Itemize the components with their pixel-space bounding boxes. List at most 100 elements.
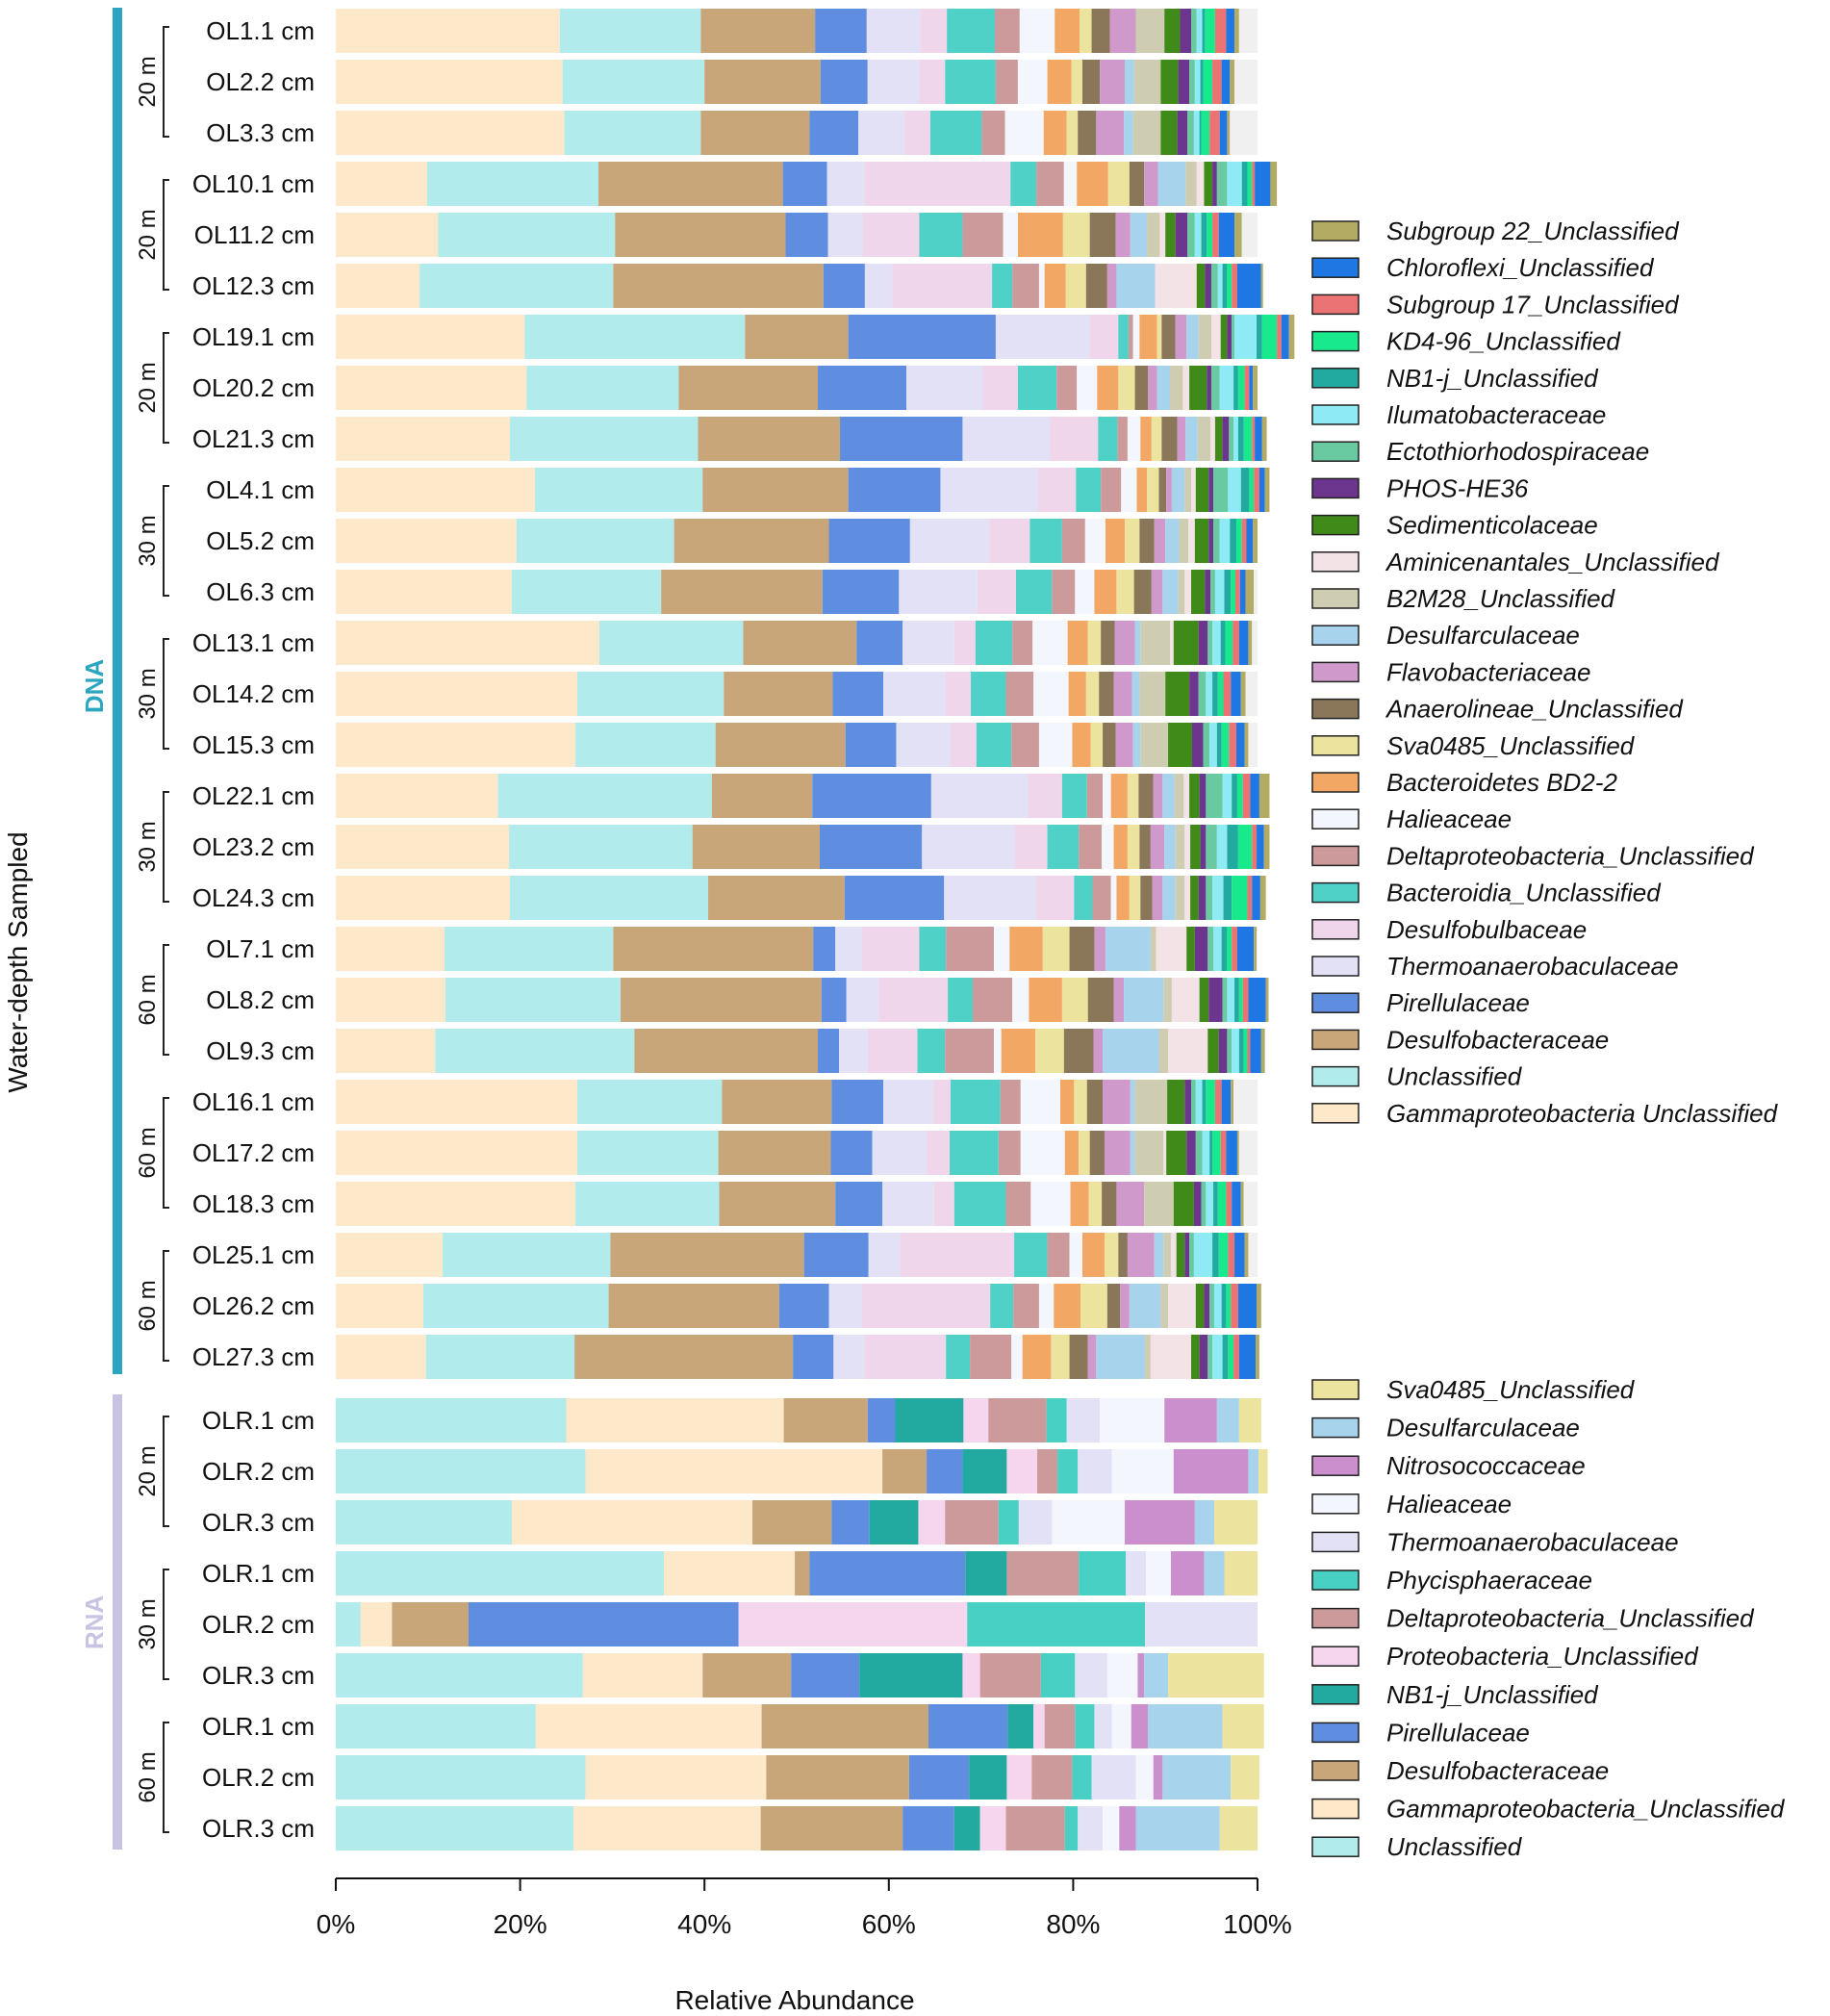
- dna-bar-ol2-2-cm-ilumatobacteraceae: [1194, 60, 1201, 104]
- dna-bar-ol25-1-cm-desulfobulbaceae: [900, 1233, 1015, 1277]
- dna-bar-ol17-2-cm-unclassified: [577, 1131, 719, 1175]
- dna-bar-ol14-2-cm-desulfarculaceae: [1131, 672, 1140, 716]
- dna-bar-ol10-1-cm-subgroup-22-unclassified: [1270, 162, 1278, 206]
- dna-bar-ol9-3-cm-desulfarculaceae: [1103, 1029, 1159, 1073]
- dna-row-label: OL15.3 cm: [192, 730, 315, 759]
- dna-bar-ol26-2-cm-anaerolineae-unclassified: [1106, 1284, 1121, 1328]
- dna-bar-ol27-3-cm-aminicenantales-unclassified: [1150, 1335, 1192, 1379]
- x-tick-label: 40%: [677, 1909, 731, 1939]
- dna-bar-ol11-2-cm-bacteroidia-unclassified: [919, 213, 963, 257]
- x-tick-label: 60%: [862, 1909, 916, 1939]
- dna-bar-ol3-3-cm-chloroflexi-unclassified: [1219, 111, 1228, 155]
- rna-legend-label: Deltaproteobacteria_Unclassified: [1386, 1604, 1755, 1633]
- rna-bar-olr-1-cm-desulfarculaceae: [1216, 1398, 1239, 1442]
- rna-bar-olr-2-cm-sva0485-unclassified: [1258, 1449, 1268, 1493]
- rna-bar-olr-3-cm-thermoanaerobaculaceae: [1018, 1500, 1053, 1544]
- dna-bar-ol7-1-cm-deltaproteobacteria-unclassified: [946, 927, 995, 971]
- dna-bar-ol14-2-cm-chloroflexi-unclassified: [1231, 672, 1241, 716]
- dna-bar-ol27-3-cm-flavobacteriaceae: [1087, 1335, 1097, 1379]
- dna-bar-ol23-2-cm-ectothiorhodospiraceae: [1206, 825, 1217, 869]
- dna-bar-ol2-2-cm-nb1-j-unclassified: [1200, 60, 1204, 104]
- rna-bar-olr-3-cm-sva0485-unclassified: [1219, 1806, 1258, 1850]
- dna-bar-ol7-1-cm-kd4-96-unclassified: [1227, 927, 1233, 971]
- dna-bar-ol17-2-cm-bacteroidetes-bd2-2: [1064, 1131, 1080, 1175]
- rna-legend-swatch-nb1-j-unclassified: [1311, 1684, 1360, 1705]
- dna-bar-ol22-1-cm-bacteroidia-unclassified: [1061, 774, 1087, 818]
- dna-group-depth-label: 30 m: [135, 668, 161, 719]
- dna-bar-ol6-3-cm-subgroup-22-unclassified: [1245, 570, 1255, 614]
- dna-bar-ol5-2-cm-kd4-96-unclassified: [1235, 519, 1242, 563]
- rna-bar-olr-3-cm-nb1-j-unclassified: [869, 1500, 919, 1544]
- x-tick-label: 20%: [494, 1909, 547, 1939]
- dna-bar-ol19-1-cm-subgroup-17-unclassified: [1277, 315, 1282, 359]
- dna-legend-label: Thermoanaerobaculaceae: [1386, 952, 1679, 981]
- dna-row-label: OL25.1 cm: [192, 1240, 315, 1269]
- dna-group-depth-label: 60 m: [135, 974, 161, 1025]
- dna-bar-ol2-2-cm-anaerolineae-unclassified: [1081, 60, 1101, 104]
- dna-bar-ol15-3-cm-b2m28-unclassified: [1140, 723, 1169, 767]
- dna-bar-ol14-2-cm-b2m28-unclassified: [1139, 672, 1166, 716]
- dna-bar-ol12-3-cm-unclassified: [419, 264, 614, 308]
- dna-legend-swatch-subgroup-22-unclassified: [1311, 220, 1360, 242]
- dna-bar-ol11-2-cm-aminicenantales-unclassified: [1159, 213, 1166, 257]
- rna-bar-olr-2-cm-deltaproteobacteria-unclassified: [1031, 1755, 1073, 1799]
- dna-bar-ol24-3-cm-kd4-96-unclassified: [1232, 876, 1248, 920]
- dna-bar-ol16-1-cm-halieaceae: [1020, 1080, 1060, 1124]
- dna-bar-ol19-1-cm-deltaproteobacteria-unclassified: [1128, 315, 1133, 359]
- dna-bar-ol9-3-cm-unclassified: [435, 1029, 635, 1073]
- rna-bar-olr-2-cm-proteobacteria-unclassified: [738, 1602, 968, 1646]
- dna-bar-ol26-2-cm-deltaproteobacteria-unclassified: [1013, 1284, 1039, 1328]
- dna-bar-ol25-1-cm-ectothiorhodospiraceae: [1189, 1233, 1194, 1277]
- dna-legend-swatch-kd4-96-unclassified: [1311, 330, 1360, 352]
- dna-legend-swatch-deltaproteobacteria-unclassified: [1311, 845, 1360, 867]
- dna-bar-ol17-2-cm-sedimenticolaceae: [1166, 1131, 1187, 1175]
- dna-bar-ol19-1-cm-ilumatobacteraceae: [1234, 315, 1258, 359]
- dna-bar-ol24-3-cm-sva0485-unclassified: [1129, 876, 1141, 920]
- dna-group-depth-label: 20 m: [135, 362, 161, 413]
- rna-bar-olr-2-cm-unclassified: [336, 1602, 361, 1646]
- dna-bar-ol18-3-cm-b2m28-unclassified: [1144, 1182, 1174, 1226]
- dna-bar-ol22-1-cm-nb1-j-unclassified: [1232, 774, 1237, 818]
- rna-bar-olr-1-cm-nitrosococcaceae: [1164, 1398, 1217, 1442]
- dna-row-label: OL10.1 cm: [192, 169, 315, 198]
- rna-bar-olr-1-cm-unclassified: [336, 1551, 665, 1595]
- dna-bar-ol16-1-cm-phos-he36: [1184, 1080, 1192, 1124]
- dna-legend-label: Aminicenantales_Unclassified: [1385, 548, 1720, 576]
- dna-bar-ol21-3-cm-chloroflexi-unclassified: [1255, 417, 1262, 461]
- dna-bar-ol16-1-cm-ectothiorhodospiraceae: [1191, 1080, 1196, 1124]
- dna-bar-ol14-2-cm-anaerolineae-unclassified: [1099, 672, 1114, 716]
- dna-bar-ol10-1-cm-halieaceae: [1063, 162, 1078, 206]
- dna-bar-ol13-1-cm-subgroup-17-unclassified: [1233, 621, 1239, 665]
- dna-bar-ol16-1-cm-subgroup-17-unclassified: [1214, 1080, 1222, 1124]
- rna-bar-olr-3-cm-nitrosococcaceae: [1137, 1653, 1145, 1697]
- dna-bar-ol22-1-cm-halieaceae: [1103, 774, 1111, 818]
- dna-bar-ol2-2-cm-flavobacteriaceae: [1100, 60, 1126, 104]
- dna-bar-ol1-1-cm-halieaceae: [1019, 9, 1055, 53]
- dna-legend-label: Bacteroidetes BD2-2: [1386, 768, 1617, 797]
- dna-bar-ol18-3-cm-gammaproteobacteria-unclassified: [336, 1182, 576, 1226]
- dna-bar-ol14-2-cm-nb1-j-unclassified: [1212, 672, 1218, 716]
- rna-bar-olr-3-cm-gammaproteobacteria-unclassified: [511, 1500, 753, 1544]
- dna-bar-ol11-2-cm-subgroup-17-unclassified: [1212, 213, 1219, 257]
- dna-bar-ol17-2-cm-anaerolineae-unclassified: [1089, 1131, 1105, 1175]
- dna-bar-ol20-2-cm-phos-he36: [1207, 366, 1212, 410]
- dna-group-bracket: [163, 179, 169, 291]
- dna-legend-swatch-nb1-j-unclassified: [1311, 368, 1360, 389]
- dna-bar-ol4-1-cm-b2m28-unclassified: [1184, 468, 1192, 512]
- dna-bar-ol12-3-cm-desulfarculaceae: [1116, 264, 1156, 308]
- dna-bar-ol3-3-cm-subgroup-22-unclassified: [1227, 111, 1231, 155]
- rna-bar-olr-2-cm-phycisphaeraceae: [1072, 1755, 1092, 1799]
- rna-bar-olr-2-cm-nitrosococcaceae: [1153, 1755, 1163, 1799]
- rna-bar-olr-1-cm-proteobacteria-unclassified: [1033, 1704, 1045, 1748]
- dna-bar-ol21-3-cm-gammaproteobacteria-unclassified: [336, 417, 511, 461]
- dna-bar-ol15-3-cm-desulfarculaceae: [1132, 723, 1141, 767]
- dna-bar-ol8-2-cm-gammaproteobacteria-unclassified: [336, 978, 445, 1022]
- dna-bar-ol2-2-cm-phos-he36: [1178, 60, 1190, 104]
- rna-bar-olr-1-cm-sva0485-unclassified: [1224, 1551, 1258, 1595]
- dna-bar-ol8-2-cm-ectothiorhodospiraceae: [1222, 978, 1228, 1022]
- dna-bar-ol27-3-cm-sedimenticolaceae: [1191, 1335, 1200, 1379]
- dna-bar-ol21-3-cm-anaerolineae-unclassified: [1161, 417, 1178, 461]
- dna-bar-ol21-3-cm-subgroup-17-unclassified: [1252, 417, 1256, 461]
- dna-bar-ol6-3-cm-aminicenantales-unclassified: [1184, 570, 1192, 614]
- dna-legend-label: Deltaproteobacteria_Unclassified: [1386, 841, 1755, 870]
